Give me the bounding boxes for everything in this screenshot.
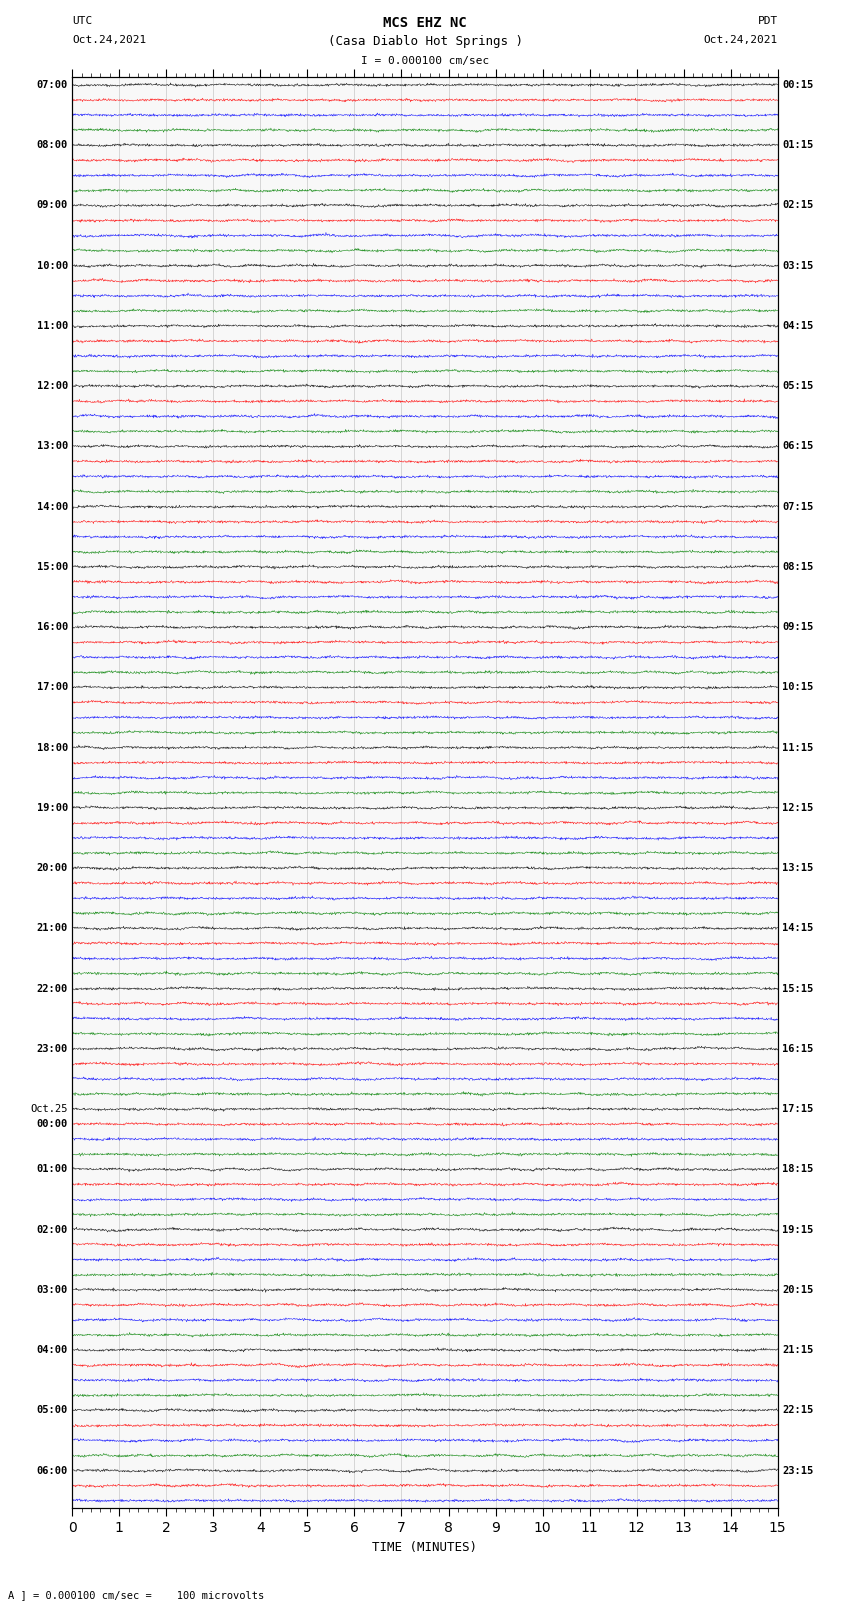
Text: 17:00: 17:00	[37, 682, 68, 692]
Text: 08:15: 08:15	[782, 561, 813, 573]
Text: 12:00: 12:00	[37, 381, 68, 392]
Text: 15:00: 15:00	[37, 561, 68, 573]
Text: 07:00: 07:00	[37, 81, 68, 90]
Text: 00:00: 00:00	[37, 1119, 68, 1129]
Text: 14:00: 14:00	[37, 502, 68, 511]
Text: 01:15: 01:15	[782, 140, 813, 150]
Text: Oct.25: Oct.25	[31, 1103, 68, 1115]
Text: 04:00: 04:00	[37, 1345, 68, 1355]
Text: 11:15: 11:15	[782, 742, 813, 753]
Text: 05:00: 05:00	[37, 1405, 68, 1415]
Text: I = 0.000100 cm/sec: I = 0.000100 cm/sec	[361, 56, 489, 66]
Text: 22:15: 22:15	[782, 1405, 813, 1415]
Text: 19:00: 19:00	[37, 803, 68, 813]
Text: 03:15: 03:15	[782, 261, 813, 271]
Text: 06:15: 06:15	[782, 442, 813, 452]
Text: 17:15: 17:15	[782, 1103, 813, 1115]
Text: 12:15: 12:15	[782, 803, 813, 813]
Text: A ] = 0.000100 cm/sec =    100 microvolts: A ] = 0.000100 cm/sec = 100 microvolts	[8, 1590, 264, 1600]
Text: 08:00: 08:00	[37, 140, 68, 150]
Text: 09:15: 09:15	[782, 623, 813, 632]
Text: UTC: UTC	[72, 16, 93, 26]
Text: 18:15: 18:15	[782, 1165, 813, 1174]
Text: 05:15: 05:15	[782, 381, 813, 392]
Text: 14:15: 14:15	[782, 923, 813, 934]
Text: PDT: PDT	[757, 16, 778, 26]
Text: 18:00: 18:00	[37, 742, 68, 753]
Text: 21:00: 21:00	[37, 923, 68, 934]
Text: 23:15: 23:15	[782, 1466, 813, 1476]
Text: 10:00: 10:00	[37, 261, 68, 271]
Text: 23:00: 23:00	[37, 1044, 68, 1053]
Text: 19:15: 19:15	[782, 1224, 813, 1234]
X-axis label: TIME (MINUTES): TIME (MINUTES)	[372, 1540, 478, 1553]
Text: 04:15: 04:15	[782, 321, 813, 331]
Text: Oct.24,2021: Oct.24,2021	[704, 35, 778, 45]
Text: 13:15: 13:15	[782, 863, 813, 873]
Text: 09:00: 09:00	[37, 200, 68, 210]
Text: 16:00: 16:00	[37, 623, 68, 632]
Text: 21:15: 21:15	[782, 1345, 813, 1355]
Text: 20:00: 20:00	[37, 863, 68, 873]
Text: 00:15: 00:15	[782, 81, 813, 90]
Text: 22:00: 22:00	[37, 984, 68, 994]
Text: 16:15: 16:15	[782, 1044, 813, 1053]
Text: 07:15: 07:15	[782, 502, 813, 511]
Text: 10:15: 10:15	[782, 682, 813, 692]
Text: 03:00: 03:00	[37, 1286, 68, 1295]
Text: (Casa Diablo Hot Springs ): (Casa Diablo Hot Springs )	[327, 35, 523, 48]
Text: 11:00: 11:00	[37, 321, 68, 331]
Text: 20:15: 20:15	[782, 1286, 813, 1295]
Text: 02:00: 02:00	[37, 1224, 68, 1234]
Text: Oct.24,2021: Oct.24,2021	[72, 35, 146, 45]
Text: 01:00: 01:00	[37, 1165, 68, 1174]
Text: 02:15: 02:15	[782, 200, 813, 210]
Text: 15:15: 15:15	[782, 984, 813, 994]
Text: 06:00: 06:00	[37, 1466, 68, 1476]
Text: 13:00: 13:00	[37, 442, 68, 452]
Text: MCS EHZ NC: MCS EHZ NC	[383, 16, 467, 31]
